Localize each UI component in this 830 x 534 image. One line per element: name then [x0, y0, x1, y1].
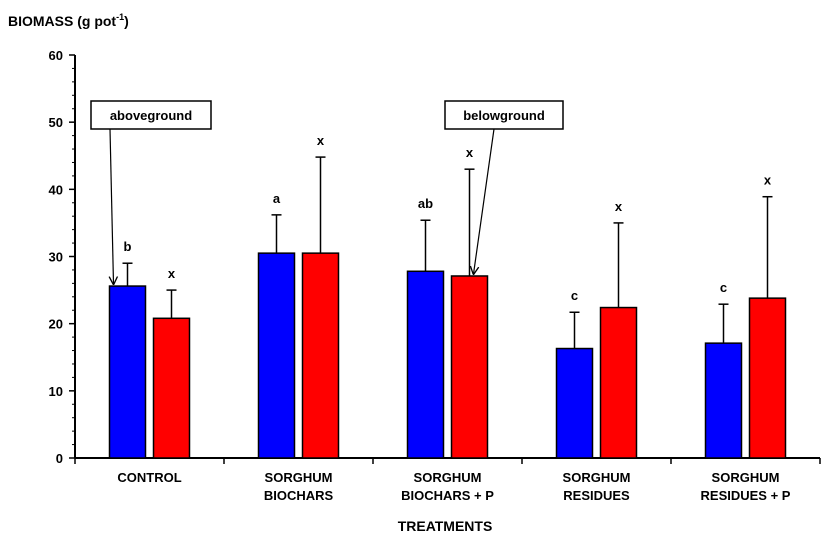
legend-box-aboveground — [90, 100, 212, 130]
category-label: BIOCHARS — [264, 488, 334, 503]
bar-aboveground-0 — [108, 285, 147, 459]
bar-belowground-2 — [450, 275, 489, 459]
y-tick-label: 20 — [49, 317, 63, 332]
x-axis-ticks — [74, 458, 821, 464]
bar-aboveground-1 — [257, 252, 296, 459]
y-tick-label: 40 — [49, 182, 63, 197]
legend-callout-belowground: belowground — [444, 100, 564, 274]
bar-belowground-4 — [748, 297, 787, 459]
y-axis-title-end: ) — [124, 13, 129, 29]
y-axis-ticks: 0 10 20 30 40 50 60 — [49, 48, 75, 466]
category-label: CONTROL — [117, 470, 181, 485]
category-labels: CONTROL SORGHUM BIOCHARS SORGHUM BIOCHARS + … — [117, 470, 790, 503]
significance-letter: b — [124, 239, 132, 254]
y-tick-label: 10 — [49, 384, 63, 399]
significance-letter: x — [317, 133, 325, 148]
significance-letter: x — [764, 173, 772, 188]
error-bars — [122, 156, 773, 349]
category-label: SORGHUM — [712, 470, 780, 485]
bar-aboveground-3 — [555, 347, 594, 459]
category-label: SORGHUM — [265, 470, 333, 485]
significance-letter: x — [615, 199, 623, 214]
y-tick-label: 60 — [49, 48, 63, 63]
legend-arrow-belowground — [474, 128, 495, 274]
x-axis-title: TREATMENTS — [398, 518, 493, 534]
significance-letter: x — [466, 145, 474, 160]
legend-label-aboveground: aboveground — [110, 108, 192, 123]
significance-letter: a — [273, 191, 281, 206]
category-label: RESIDUES + P — [701, 488, 791, 503]
y-axis-title-superscript: -1 — [116, 12, 124, 22]
category-label: SORGHUM — [563, 470, 631, 485]
significance-letter: c — [720, 280, 727, 295]
category-label: RESIDUES — [563, 488, 630, 503]
bar-belowground-0 — [152, 317, 191, 459]
category-label: SORGHUM — [414, 470, 482, 485]
legend-label-belowground: belowground — [463, 108, 545, 123]
bar-aboveground-2 — [406, 270, 445, 459]
significance-letters: b x a x ab x c x c x — [124, 133, 772, 303]
y-tick-label: 50 — [49, 115, 63, 130]
bar-aboveground-4 — [704, 342, 743, 459]
significance-letter: c — [571, 288, 578, 303]
y-tick-label: 0 — [56, 451, 63, 466]
significance-letter: x — [168, 266, 176, 281]
y-axis-title-main: BIOMASS (g pot — [8, 13, 116, 29]
legend-arrow-aboveground — [110, 128, 114, 284]
y-tick-label: 30 — [49, 250, 63, 265]
significance-letter: ab — [418, 196, 433, 211]
bars — [108, 252, 787, 459]
bar-belowground-1 — [301, 252, 340, 459]
bar-belowground-3 — [599, 306, 638, 459]
y-axis-title: BIOMASS (g pot-1) — [8, 12, 129, 29]
category-label: BIOCHARS + P — [401, 488, 494, 503]
legend-callout-aboveground: aboveground — [90, 100, 212, 284]
legend-box-belowground — [444, 100, 564, 130]
